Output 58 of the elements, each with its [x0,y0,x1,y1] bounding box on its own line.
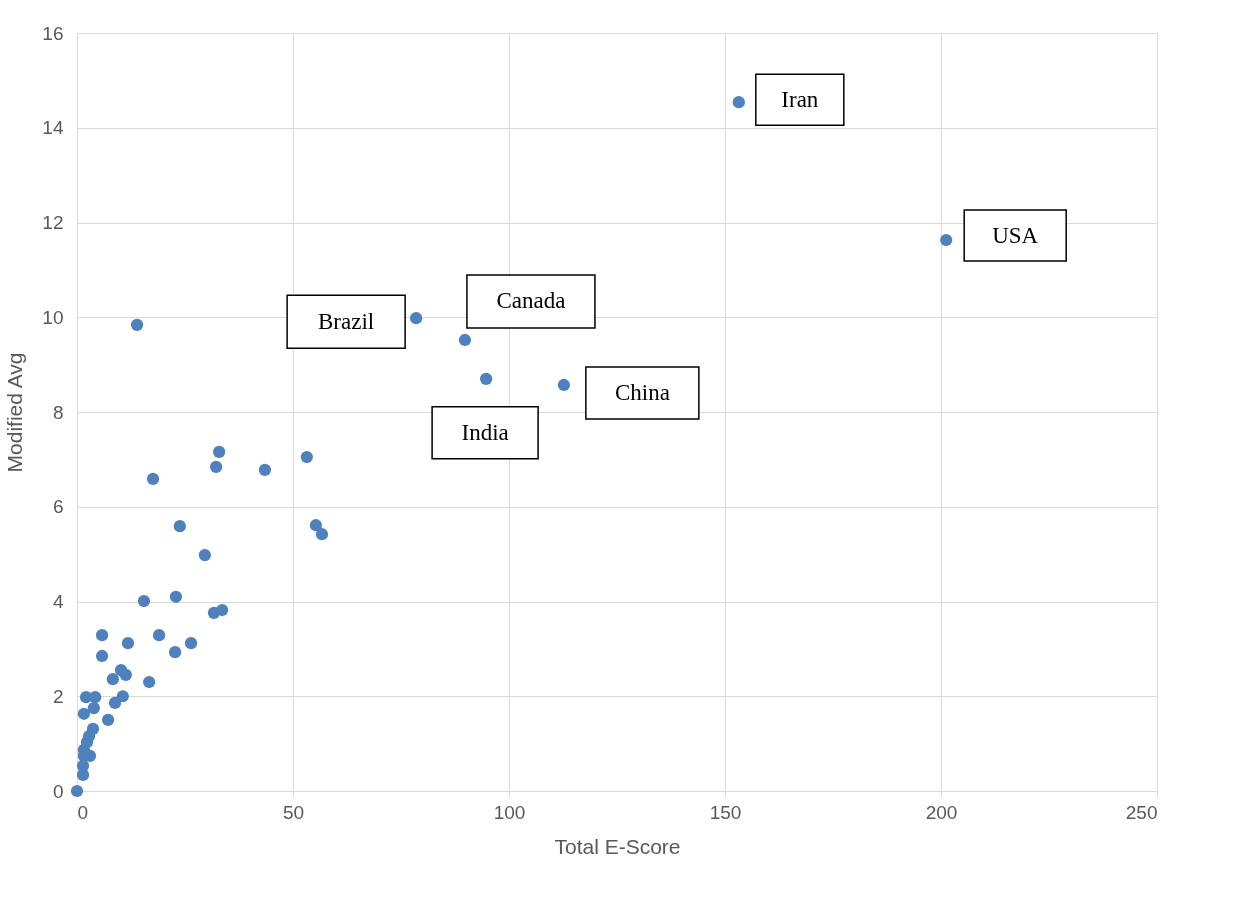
y-tick-label: 16 [42,22,64,44]
x-tick-label: 50 [282,801,305,823]
point [209,460,223,474]
point [77,707,91,720]
point [300,450,313,464]
point [121,637,135,650]
annotation: Canada [496,288,566,314]
point [130,318,144,331]
point [309,519,323,532]
x-tick-label: 100 [493,801,526,823]
point [108,696,122,709]
annotation: Iran [781,86,819,112]
point [258,463,272,476]
point [169,590,183,603]
y-axis-title: Modified Avg [3,352,27,473]
annotation: USA [992,222,1039,248]
point [106,673,119,686]
annotation: Brazil [318,308,375,334]
point [95,629,109,642]
point [458,333,472,347]
y-tick-label: 6 [52,496,64,518]
point [410,312,423,325]
point [940,233,953,247]
point [216,603,229,617]
point [152,629,166,642]
y-tick-label: 10 [42,306,64,328]
point [479,372,493,385]
point [184,637,198,650]
y-tick-label: 2 [52,685,64,707]
point [76,768,90,781]
x-tick-label: 0 [77,801,89,823]
point [146,472,160,485]
point [213,445,226,458]
x-tick-label: 150 [709,801,742,823]
point [95,649,109,663]
point [173,520,186,533]
point [70,784,84,798]
annotation: China [614,380,670,405]
annotation: India [461,419,509,445]
point [198,548,211,562]
x-tick-label: 250 [1125,801,1158,823]
point [119,668,132,682]
point [732,96,745,109]
point [315,528,329,541]
point [137,594,151,608]
point [557,378,570,392]
point [89,691,102,704]
y-tick-label: 12 [42,212,64,233]
y-tick-label: 0 [52,780,64,802]
x-tick-label: 200 [925,801,958,823]
point [168,646,182,659]
point [101,713,115,727]
point [87,701,100,715]
y-tick-label: 8 [52,401,64,423]
x-axis-title: Total E-Score [554,834,681,858]
point [143,675,156,689]
y-tick-label: 14 [42,117,64,139]
y-tick-label: 4 [52,591,64,612]
